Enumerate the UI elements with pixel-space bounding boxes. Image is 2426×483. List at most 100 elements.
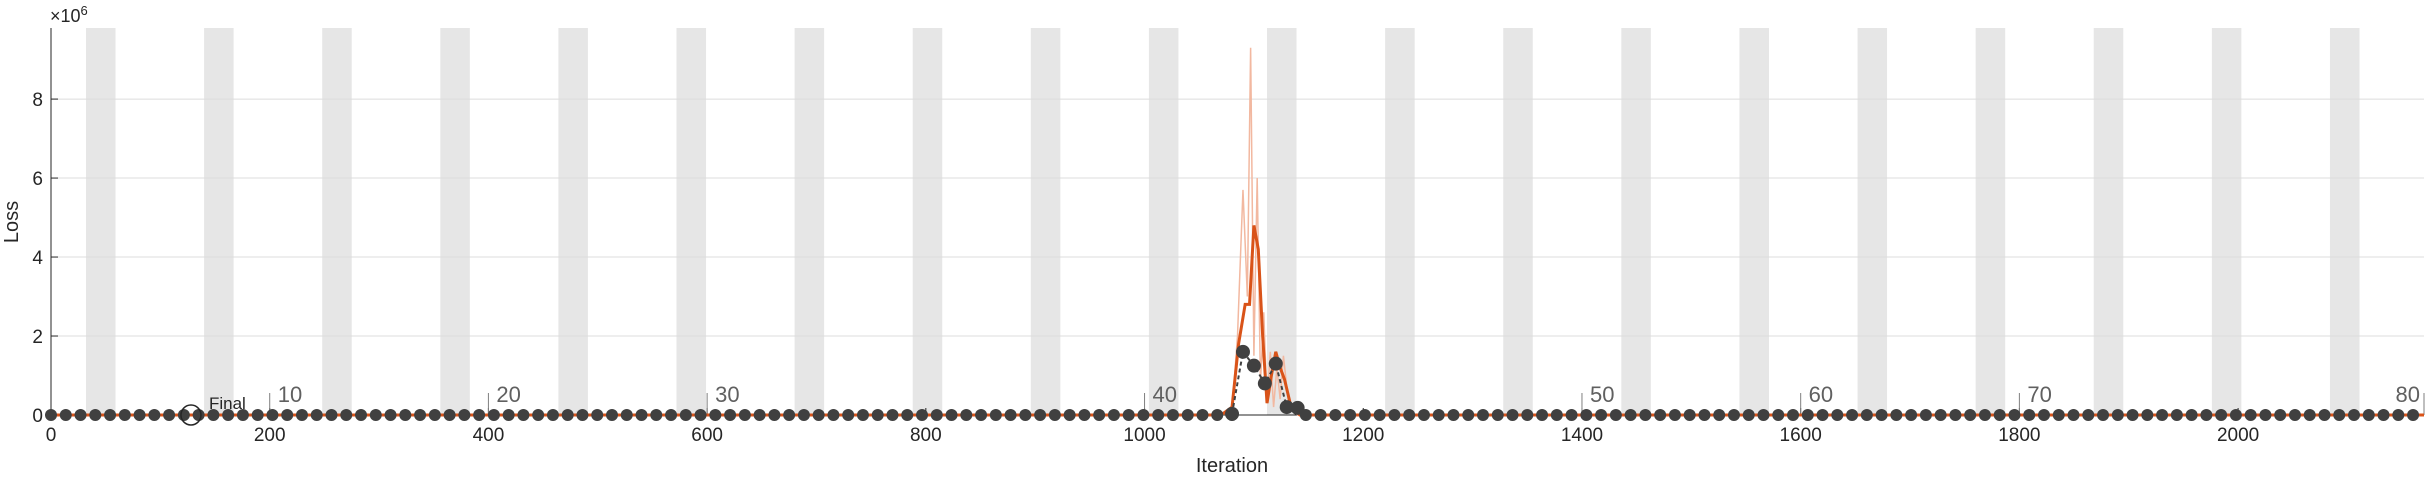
epoch-band	[1503, 28, 1533, 415]
validation-point	[1949, 409, 1962, 421]
validation-point	[975, 409, 988, 421]
validation-point	[266, 409, 279, 421]
x-tick-label: 800	[910, 425, 942, 446]
validation-point	[1432, 409, 1445, 421]
validation-point	[487, 409, 500, 421]
validation-point	[251, 409, 264, 421]
epoch-band	[1621, 28, 1651, 415]
validation-point	[1609, 409, 1622, 421]
epoch-label: 70	[2027, 382, 2051, 407]
validation-point	[2156, 409, 2169, 421]
validation-point	[2348, 409, 2361, 421]
validation-point	[1639, 409, 1652, 421]
validation-point	[1875, 409, 1888, 421]
validation-point	[827, 409, 840, 421]
validation-point	[1491, 409, 1504, 421]
validation-point	[2141, 409, 2154, 421]
validation-point	[1403, 409, 1416, 421]
validation-point	[738, 409, 751, 421]
validation-point	[1268, 356, 1283, 371]
validation-point	[1344, 409, 1357, 421]
epoch-band	[85, 28, 116, 415]
epoch-band	[322, 28, 352, 415]
validation-point	[1388, 409, 1401, 421]
y-axis-label: Loss	[1, 201, 23, 243]
validation-point	[1860, 409, 1873, 421]
validation-point	[753, 409, 766, 421]
validation-point	[650, 409, 663, 421]
validation-point	[428, 409, 441, 421]
x-axis-label: Iteration	[1196, 455, 1268, 477]
validation-point	[148, 409, 161, 421]
validation-point	[1742, 409, 1755, 421]
validation-point	[1816, 409, 1829, 421]
validation-point	[2244, 409, 2257, 421]
validation-point	[443, 409, 456, 421]
validation-point	[1595, 409, 1608, 421]
validation-point	[1181, 409, 1194, 421]
epoch-band	[676, 28, 707, 415]
epoch-band	[794, 28, 825, 415]
validation-point	[842, 409, 855, 421]
final-marker	[180, 404, 202, 426]
validation-point	[340, 409, 353, 421]
x-tick-label: 1400	[1561, 425, 1603, 446]
validation-point	[1447, 409, 1460, 421]
validation-point	[295, 409, 308, 421]
validation-point	[192, 409, 205, 421]
x-tick-label: 1600	[1780, 425, 1822, 446]
validation-point	[2170, 409, 2183, 421]
validation-point	[1137, 409, 1150, 421]
validation-point	[163, 409, 176, 421]
x-tick-label: 200	[254, 425, 286, 446]
epoch-band	[912, 28, 943, 415]
validation-point	[2200, 409, 2213, 421]
validation-point	[1093, 409, 1106, 421]
epoch-band	[2329, 28, 2360, 415]
x-tick-label: 2000	[2217, 425, 2259, 446]
validation-point	[2023, 409, 2036, 421]
validation-point	[384, 409, 397, 421]
validation-point	[1934, 409, 1947, 421]
epoch-label: 30	[715, 382, 739, 407]
validation-point	[2082, 409, 2095, 421]
epoch-bands	[85, 28, 2360, 415]
validation-point	[2259, 409, 2272, 421]
validation-point	[768, 409, 781, 421]
epoch-label: 40	[1153, 382, 1177, 407]
validation-point	[1152, 409, 1165, 421]
validation-point	[1048, 409, 1061, 421]
validation-point	[2126, 409, 2139, 421]
validation-point	[1196, 409, 1209, 421]
validation-point	[1831, 409, 1844, 421]
validation-point	[709, 409, 722, 421]
validation-point	[1314, 409, 1327, 421]
epoch-label: 10	[278, 382, 302, 407]
validation-point	[2318, 409, 2331, 421]
validation-point	[989, 409, 1002, 421]
validation-point	[2333, 409, 2346, 421]
validation-point	[2303, 409, 2316, 421]
y-tick-label: 0	[32, 406, 43, 427]
validation-point	[104, 409, 117, 421]
validation-point	[458, 409, 471, 421]
y-tick-label: 6	[32, 169, 43, 190]
validation-point	[532, 409, 545, 421]
validation-point	[1225, 406, 1240, 421]
validation-point	[1358, 409, 1371, 421]
validation-point	[960, 409, 973, 421]
validation-point	[281, 409, 294, 421]
validation-point	[1787, 409, 1800, 421]
validation-point	[517, 409, 530, 421]
validation-point	[2008, 409, 2021, 421]
validation-point	[473, 409, 486, 421]
validation-point	[2111, 409, 2124, 421]
validation-point	[414, 409, 427, 421]
validation-point	[1506, 409, 1519, 421]
validation-point	[1668, 409, 1681, 421]
series-layer: Final	[45, 47, 2424, 426]
x-tick-label: 0	[46, 425, 57, 446]
